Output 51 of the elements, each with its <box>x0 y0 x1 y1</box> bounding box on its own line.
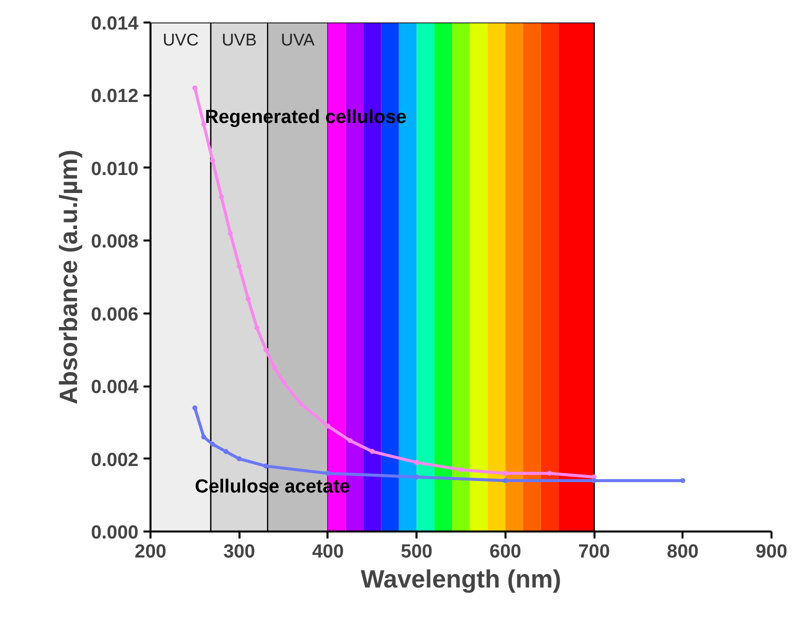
point <box>414 460 420 465</box>
point <box>218 194 224 200</box>
point <box>192 85 198 90</box>
point <box>298 402 304 407</box>
point <box>201 122 206 127</box>
x-tick-label: 200 <box>134 542 166 562</box>
point <box>254 325 260 330</box>
x-tick-label: 400 <box>312 542 344 562</box>
point <box>201 434 206 440</box>
y-tick-label: 0.012 <box>90 86 138 108</box>
point <box>223 449 228 454</box>
y-tick-label: 0.000 <box>90 522 138 544</box>
point <box>680 478 686 484</box>
y-axis-title: Absorbance (a.u./µm) <box>54 150 83 404</box>
point <box>414 474 420 480</box>
y-tick-label: 0.002 <box>90 450 138 471</box>
point <box>325 470 330 476</box>
y-tick-label: 0.008 <box>90 232 138 253</box>
point <box>502 470 508 476</box>
x-tick-label: 600 <box>490 542 522 562</box>
point <box>263 464 268 469</box>
x-tick-label: 700 <box>578 542 610 562</box>
point <box>210 442 216 447</box>
point <box>370 449 375 454</box>
point <box>272 365 278 370</box>
point <box>458 467 464 472</box>
point <box>236 264 242 269</box>
band-label: UVB <box>222 30 257 50</box>
band-label: UVC <box>162 30 199 50</box>
y-tick-label: 0.014 <box>90 14 139 34</box>
point <box>246 296 251 302</box>
y-tick-label: 0.006 <box>90 304 138 326</box>
x-tick-label: 500 <box>400 542 432 562</box>
point <box>263 347 268 352</box>
point <box>228 230 233 236</box>
x-axis-title: Wavelength (nm) <box>360 566 562 594</box>
point <box>325 424 330 429</box>
y-tick-label: 0.010 <box>90 158 138 180</box>
point <box>281 380 286 385</box>
band-label: UVA <box>280 30 316 50</box>
x-tick-label: 900 <box>756 542 788 562</box>
point <box>210 158 216 164</box>
point <box>348 438 353 444</box>
x-tick-label: 300 <box>223 542 256 562</box>
point <box>502 478 508 484</box>
point <box>592 478 597 484</box>
y-tick-label: 0.004 <box>90 377 139 398</box>
x-tick-label: 800 <box>666 542 699 562</box>
point <box>236 456 242 462</box>
point <box>547 470 552 476</box>
point <box>192 405 198 410</box>
